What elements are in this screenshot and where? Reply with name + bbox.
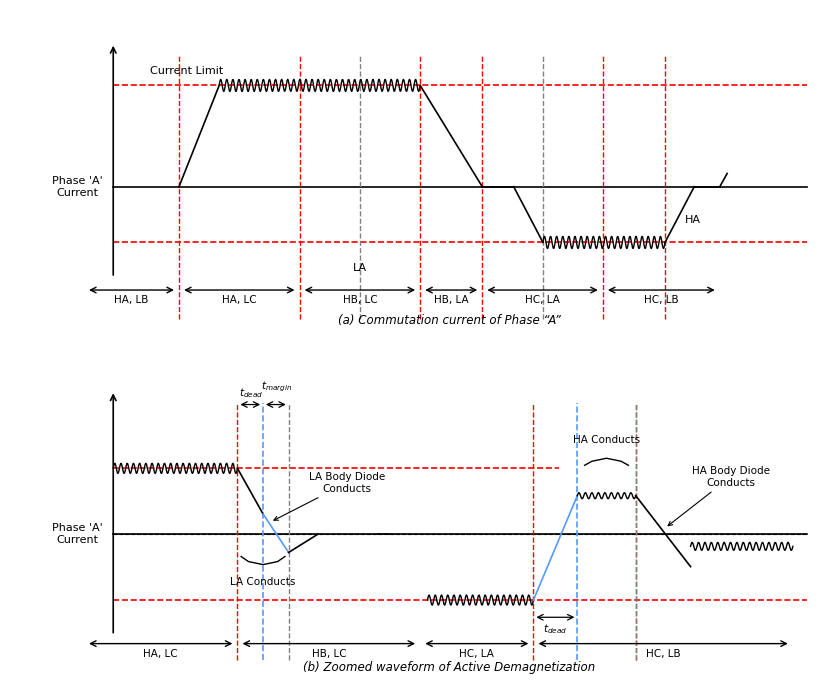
Text: ∼∼: ∼∼ bbox=[375, 528, 392, 541]
Text: HA Conducts: HA Conducts bbox=[573, 435, 640, 445]
Text: (a) Commutation current of Phase “A”: (a) Commutation current of Phase “A” bbox=[338, 313, 561, 327]
Text: HB, LA: HB, LA bbox=[434, 295, 469, 305]
Text: $t_{dead}$: $t_{dead}$ bbox=[239, 386, 263, 400]
Text: HB, LC: HB, LC bbox=[343, 295, 377, 305]
Text: LA Body Diode
Conducts: LA Body Diode Conducts bbox=[274, 472, 386, 521]
Text: Current Limit: Current Limit bbox=[150, 66, 223, 76]
Text: HA Body Diode
Conducts: HA Body Diode Conducts bbox=[668, 466, 769, 525]
Text: LA Conducts: LA Conducts bbox=[230, 577, 296, 587]
Text: $t_{dead}$: $t_{dead}$ bbox=[543, 622, 568, 636]
Text: HC, LB: HC, LB bbox=[646, 648, 680, 659]
Text: Phase 'A'
Current: Phase 'A' Current bbox=[51, 176, 102, 197]
Text: HA, LC: HA, LC bbox=[144, 648, 178, 659]
Text: HC, LA: HC, LA bbox=[459, 648, 494, 659]
Text: HA, LB: HA, LB bbox=[114, 295, 149, 305]
Text: Phase 'A'
Current: Phase 'A' Current bbox=[51, 523, 102, 545]
Text: LA: LA bbox=[353, 263, 367, 272]
Text: HC, LA: HC, LA bbox=[525, 295, 560, 305]
Text: $t_{margin}$: $t_{margin}$ bbox=[260, 380, 291, 394]
Text: HA, LC: HA, LC bbox=[222, 295, 256, 305]
Text: (b) Zoomed waveform of Active Demagnetization: (b) Zoomed waveform of Active Demagnetiz… bbox=[303, 661, 596, 674]
Text: HC, LB: HC, LB bbox=[644, 295, 679, 305]
Text: HA: HA bbox=[685, 215, 701, 225]
Text: HB, LC: HB, LC bbox=[312, 648, 346, 659]
